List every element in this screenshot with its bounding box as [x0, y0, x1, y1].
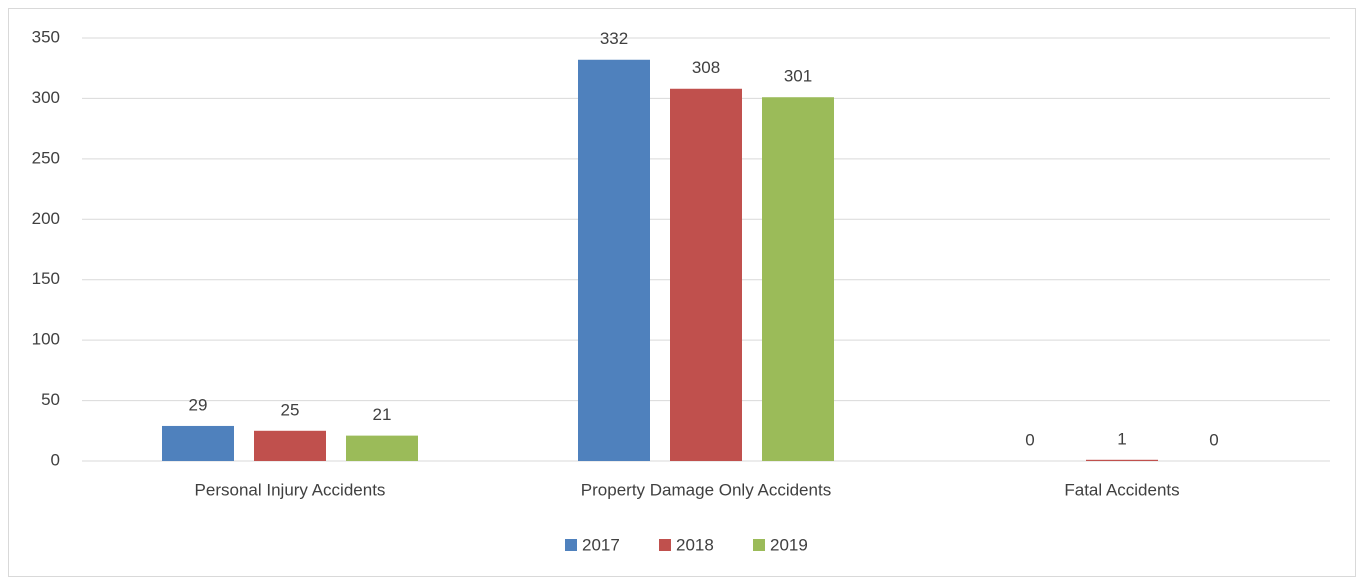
- legend-label: 2019: [770, 535, 808, 554]
- x-tick-label: Fatal Accidents: [1064, 480, 1179, 499]
- bar: [762, 97, 834, 461]
- bar: [670, 88, 742, 461]
- bar: [346, 435, 418, 461]
- y-tick-label: 200: [32, 209, 60, 228]
- data-label: 21: [373, 405, 392, 424]
- legend-swatch: [565, 539, 577, 551]
- x-tick-label: Property Damage Only Accidents: [581, 480, 831, 499]
- data-label: 1: [1117, 429, 1126, 448]
- y-tick-label: 50: [41, 390, 60, 409]
- data-label: 301: [784, 67, 812, 86]
- legend-label: 2018: [676, 535, 714, 554]
- x-tick-label: Personal Injury Accidents: [195, 480, 386, 499]
- data-label: 25: [281, 400, 300, 419]
- data-label: 0: [1209, 430, 1218, 449]
- data-label: 332: [600, 29, 628, 48]
- bar: [578, 59, 650, 462]
- bar: [1086, 459, 1158, 461]
- data-label: 29: [189, 395, 208, 414]
- data-label: 0: [1025, 430, 1034, 449]
- legend-label: 2017: [582, 535, 620, 554]
- bar: [162, 425, 234, 461]
- legend-swatch: [753, 539, 765, 551]
- y-tick-label: 100: [32, 330, 60, 349]
- bar: [254, 430, 326, 461]
- y-tick-label: 250: [32, 148, 60, 167]
- y-tick-label: 0: [51, 450, 60, 469]
- y-tick-label: 300: [32, 88, 60, 107]
- y-tick-label: 350: [32, 27, 60, 46]
- legend-swatch: [659, 539, 671, 551]
- y-tick-label: 150: [32, 269, 60, 288]
- data-label: 308: [692, 58, 720, 77]
